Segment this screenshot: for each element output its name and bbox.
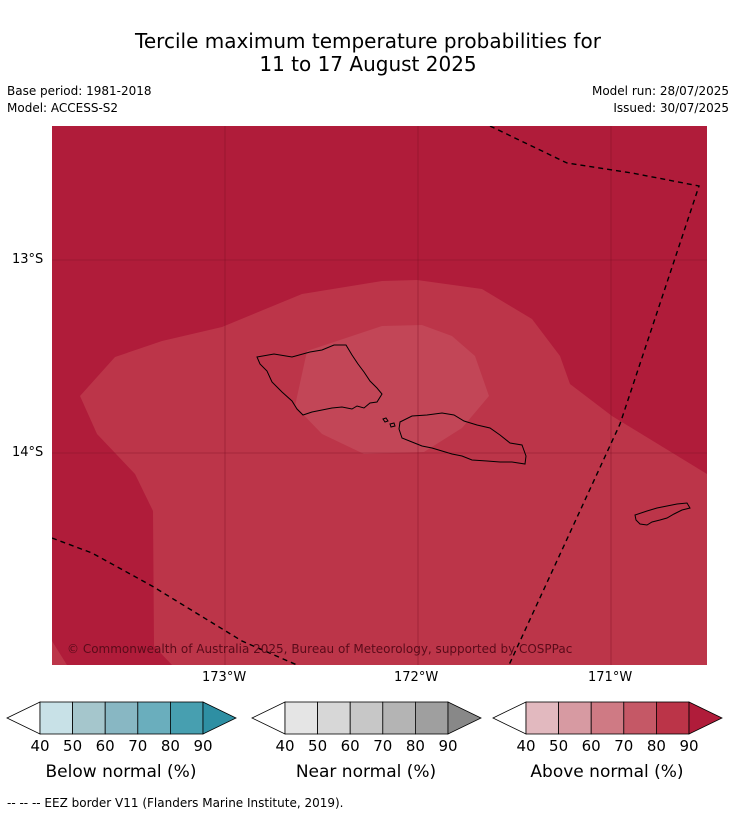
legend-tick-label: 40 — [516, 737, 535, 755]
legend-cell — [623, 701, 657, 735]
legend-cell — [169, 701, 204, 735]
lon-label-173w: 173°W — [202, 670, 247, 685]
legend-under-triangle — [6, 701, 41, 735]
title-line-1: Tercile maximum temperature probabilitie… — [135, 29, 601, 53]
lon-label-171w: 171°W — [588, 670, 633, 685]
legend-cell — [414, 701, 449, 735]
legend-cell — [284, 701, 318, 735]
chart-title: Tercile maximum temperature probabilitie… — [0, 30, 736, 76]
legend-cell — [382, 701, 416, 735]
legend-cell — [317, 701, 351, 735]
island-apolima — [389, 422, 396, 428]
island-tutuila — [634, 502, 691, 526]
eez-footnote: -- -- -- EEZ border V11 (Flanders Marine… — [7, 796, 344, 810]
legend-cell — [525, 701, 559, 735]
legend-tick-label: 70 — [128, 737, 147, 755]
legend-bars: 40 50 60 70 80 90 40 50 60 70 80 90 40 50 60 70 80 90 — [6, 701, 723, 755]
meta-left: Base period: 1981-2018 Model: ACCESS-S2 — [7, 83, 152, 117]
legend-cell — [72, 701, 106, 735]
issued-date: Issued: 30/07/2025 — [613, 101, 729, 115]
title-line-2: 11 to 17 August 2025 — [259, 52, 477, 76]
lat-label-13s: 13°S — [12, 252, 44, 267]
legend-tick-label: 60 — [582, 737, 601, 755]
legend-over-triangle — [688, 701, 723, 735]
legend-name-near: Near normal (%) — [295, 762, 437, 782]
copyright-notice: © Commonwealth of Australia 2025, Bureau… — [67, 642, 572, 656]
legend-under-triangle — [492, 701, 527, 735]
legend-tick-label: 40 — [30, 737, 49, 755]
legend-tick-label: 90 — [193, 737, 212, 755]
island-upolu — [398, 412, 527, 465]
island-savaii — [256, 344, 383, 416]
region-above-70 — [295, 325, 489, 454]
legend-tick-label: 40 — [275, 737, 294, 755]
region-above-80-corner — [52, 641, 67, 665]
legend-above-normal: 40 50 60 70 80 90 — [492, 701, 723, 755]
islands — [256, 344, 691, 526]
legend-tick-label: 70 — [614, 737, 633, 755]
meta-right: Model run: 28/07/2025 Issued: 30/07/2025 — [592, 83, 729, 117]
region-above-80 — [80, 280, 707, 665]
legend-tick-label: 50 — [549, 737, 568, 755]
legend-over-triangle — [447, 701, 482, 735]
model-name: Model: ACCESS-S2 — [7, 101, 119, 115]
legend-cell — [656, 701, 690, 735]
lon-label-172w: 172°W — [394, 670, 439, 685]
legend-cell — [104, 701, 139, 735]
model-run: Model run: 28/07/2025 — [591, 84, 729, 98]
legend-cell — [558, 701, 592, 735]
graticule — [52, 126, 707, 665]
legend-tick-label: 80 — [647, 737, 666, 755]
legend-cell — [39, 701, 73, 735]
map-panel: © Commonwealth of Australia 2025, Bureau… — [51, 125, 707, 666]
legend-near-normal: 40 50 60 70 80 90 — [251, 701, 482, 755]
legend-tick-label: 60 — [96, 737, 115, 755]
legend-under-triangle — [251, 701, 286, 735]
legend-below-normal: 40 50 60 70 80 90 — [6, 701, 237, 755]
eez-border — [51, 125, 700, 666]
lat-label-14s: 14°S — [12, 445, 44, 460]
legend-cell — [349, 701, 384, 735]
legend-cell — [590, 701, 625, 735]
base-period: Base period: 1981-2018 — [7, 84, 152, 98]
island-manono — [382, 417, 389, 423]
legend-tick-label: 70 — [373, 737, 392, 755]
map-svg: © Commonwealth of Australia 2025, Bureau… — [51, 125, 707, 666]
legend-tick-label: 60 — [341, 737, 360, 755]
legend-over-triangle — [202, 701, 237, 735]
legend-cell — [137, 701, 171, 735]
legend-tick-label: 80 — [161, 737, 180, 755]
legend-tick-label: 50 — [63, 737, 82, 755]
legend-tick-label: 90 — [438, 737, 457, 755]
legend-tick-label: 90 — [679, 737, 698, 755]
legend-name-above: Above normal (%) — [530, 762, 684, 782]
legend-tick-label: 80 — [406, 737, 425, 755]
legend-tick-label: 50 — [308, 737, 327, 755]
legend-name-below: Below normal (%) — [45, 762, 197, 782]
